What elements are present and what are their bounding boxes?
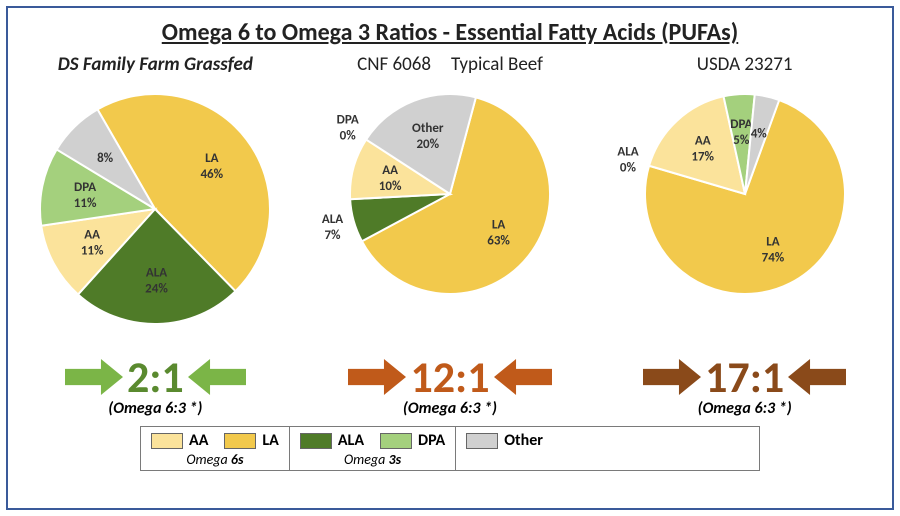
legend-group-label-0: Omega 6s (186, 451, 243, 468)
legend-label-ala: ALA (338, 431, 364, 450)
legend-label-aa: AA (189, 431, 208, 450)
legend-item-dpa: DPA (380, 431, 445, 450)
chart-title-0: DS Family Farm Grassfed (58, 53, 253, 79)
slice-pct-other: 20% (416, 137, 439, 152)
chart-title-2: USDA 23271 (697, 53, 793, 79)
arrow-left-icon (788, 359, 846, 395)
legend-item-la: LA (224, 431, 278, 450)
slice-label-other: Other (412, 121, 444, 136)
arrow-left-icon (494, 359, 552, 395)
slice-pct-other: 4% (750, 127, 767, 142)
arrow-right-icon (65, 359, 123, 395)
charts-row: DS Family Farm GrassfedLA46%ALA24%AA11%D… (8, 53, 892, 353)
slice-label-dpa: DPA (730, 117, 752, 132)
slice-label-la: LA (205, 151, 218, 166)
slice-label-ala: ALA (617, 145, 638, 160)
legend-item-other: Other (466, 431, 543, 450)
swatch-other (466, 433, 498, 449)
ratio-text-0: 2:1 (127, 355, 184, 399)
slice-label-ala: ALA (146, 265, 167, 280)
swatch-la (224, 433, 256, 449)
chart-frame: Omega 6 to Omega 3 Ratios - Essential Fa… (6, 6, 894, 510)
slice-pct-ala: 0% (620, 161, 637, 176)
pie-chart: LA63% ALA7% AA10% DPA0% Other20% (298, 79, 602, 309)
slice-pct-aa: 11% (81, 244, 104, 259)
pie-chart: LA46%ALA24%AA11%DPA11%8% (0, 79, 322, 339)
ratio-2: 17:1 (600, 355, 890, 399)
slice-label-ala: ALA (322, 212, 343, 227)
slice-label-aa: AA (382, 163, 398, 178)
ratio-text-1: 12:1 (410, 355, 489, 399)
slice-label-aa: AA (694, 134, 710, 149)
pie-chart: LA74% ALA0% AA17% DPA5%4% (593, 79, 897, 309)
chart-title-1: CNF 6068 Typical Beef (357, 53, 543, 79)
slice-pct-ala: 24% (145, 281, 168, 296)
slice-label-la: LA (492, 218, 505, 233)
slice-pct-la: 46% (201, 167, 224, 182)
slice-pct-la: 63% (487, 234, 510, 249)
slice-label-dpa: DPA (74, 180, 96, 195)
legend-group-1: ALA DPA Omega 3s (290, 427, 456, 470)
ratio-text-2: 17:1 (705, 355, 784, 399)
slice-pct-dpa: 5% (733, 133, 750, 148)
slice-pct-aa: 17% (691, 150, 714, 165)
slice-label-aa: AA (85, 228, 101, 243)
chart-2: USDA 23271 LA74% ALA0% AA17% DPA5%4% (600, 53, 890, 309)
legend-label-other: Other (504, 431, 543, 450)
chart-1: CNF 6068 Typical Beef LA63% ALA7% AA10% DPA0… (305, 53, 595, 309)
chart-0: DS Family Farm GrassfedLA46%ALA24%AA11%D… (10, 53, 300, 339)
ratio-subtitle-2: (Omega 6:3 *) (600, 399, 890, 418)
legend-label-dpa: DPA (418, 431, 445, 450)
ratio-0: 2:1 (10, 355, 300, 399)
slice-pct-ala: 7% (324, 228, 341, 243)
ratio-subtitle-0: (Omega 6:3 *) (10, 399, 300, 418)
legend-group-0: AA LA Omega 6s (141, 427, 290, 470)
slice-pct-la: 74% (761, 250, 784, 265)
swatch-dpa (380, 433, 412, 449)
legend-item-ala: ALA (300, 431, 364, 450)
slice-label-la: LA (766, 234, 779, 249)
swatch-ala (300, 433, 332, 449)
slice-pct-aa: 10% (379, 179, 402, 194)
ratio-row: 2:1 12:1 17:1 (8, 355, 892, 399)
swatch-aa (151, 433, 183, 449)
slice-label-dpa: DPA (337, 113, 359, 128)
legend-group-2: Other (456, 427, 553, 470)
slice-pct-dpa: 11% (74, 196, 97, 211)
legend-item-aa: AA (151, 431, 208, 450)
slice-pct-other: 8% (97, 151, 114, 166)
legend-group-label-1: Omega 3s (344, 451, 401, 468)
arrow-right-icon (348, 359, 406, 395)
ratio-1: 12:1 (305, 355, 595, 399)
slice-pct-dpa: 0% (340, 129, 357, 144)
legend-label-la: LA (262, 431, 278, 450)
subtitle-row: (Omega 6:3 *) (Omega 6:3 *) (Omega 6:3 *) (8, 399, 892, 418)
legend: AA LA Omega 6s ALA DPA Omega 3s Other (140, 426, 760, 471)
page-title: Omega 6 to Omega 3 Ratios - Essential Fa… (8, 8, 892, 47)
arrow-left-icon (188, 359, 246, 395)
arrow-right-icon (643, 359, 701, 395)
ratio-subtitle-1: (Omega 6:3 *) (305, 399, 595, 418)
